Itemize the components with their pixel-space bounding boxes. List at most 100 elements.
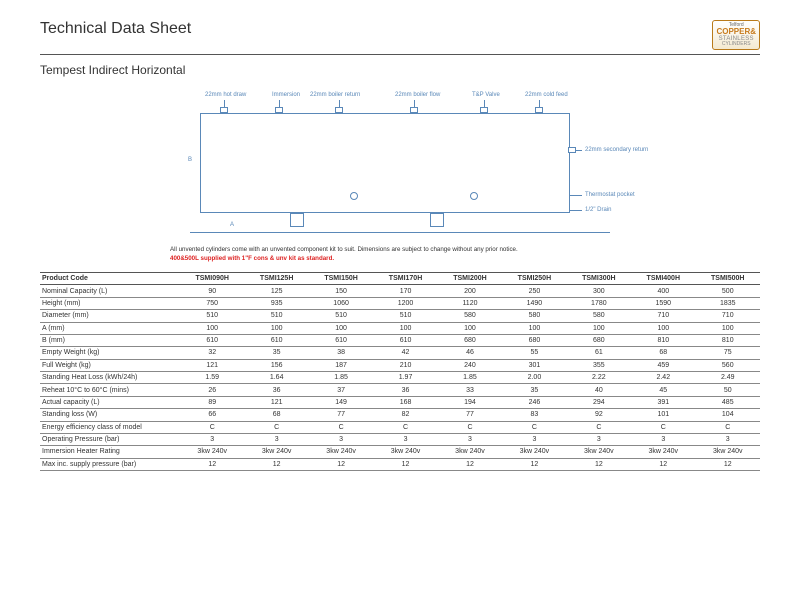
- table-cell: 610: [309, 334, 373, 346]
- table-cell: 100: [309, 322, 373, 334]
- port-label: Immersion: [272, 92, 300, 98]
- product-code-header: TSMI250H: [502, 273, 566, 285]
- table-cell: 100: [180, 322, 244, 334]
- row-label: Empty Weight (kg): [40, 347, 180, 359]
- table-cell: 89: [180, 396, 244, 408]
- table-cell: 580: [502, 310, 566, 322]
- table-cell: 40: [567, 384, 631, 396]
- table-cell: 3kw 240v: [373, 446, 437, 458]
- dimension-b: B: [188, 157, 192, 163]
- table-cell: 12: [244, 458, 308, 470]
- table-cell: 1.64: [244, 372, 308, 384]
- table-cell: 100: [373, 322, 437, 334]
- dimension-a: A: [230, 222, 234, 228]
- table-cell: 510: [309, 310, 373, 322]
- table-cell: 580: [567, 310, 631, 322]
- table-cell: 301: [502, 359, 566, 371]
- table-header-label: Product Code: [40, 273, 180, 285]
- table-cell: 100: [244, 322, 308, 334]
- row-label: Immersion Heater Rating: [40, 446, 180, 458]
- table-cell: 3kw 240v: [244, 446, 308, 458]
- port-label: 22mm cold feed: [525, 92, 568, 98]
- table-cell: 710: [631, 310, 695, 322]
- product-code-header: TSMI150H: [309, 273, 373, 285]
- table-cell: 1590: [631, 297, 695, 309]
- table-cell: 100: [696, 322, 761, 334]
- table-cell: 61: [567, 347, 631, 359]
- table-cell: 42: [373, 347, 437, 359]
- table-cell: 294: [567, 396, 631, 408]
- port-label: 22mm boiler return: [310, 92, 360, 98]
- thermostat-pocket-icon: [470, 192, 478, 200]
- table-cell: 1200: [373, 297, 437, 309]
- port: [410, 107, 418, 113]
- row-label: Full Weight (kg): [40, 359, 180, 371]
- table-cell: 750: [180, 297, 244, 309]
- page-subtitle: Tempest Indirect Horizontal: [40, 63, 760, 77]
- table-cell: 45: [631, 384, 695, 396]
- diagram-note: All unvented cylinders come with an unve…: [170, 246, 630, 253]
- table-row: Diameter (mm)510510510510580580580710710: [40, 310, 760, 322]
- table-cell: 101: [631, 409, 695, 421]
- port: [568, 147, 576, 153]
- table-cell: 38: [309, 347, 373, 359]
- table-cell: 560: [696, 359, 761, 371]
- table-row: Max inc. supply pressure (bar)1212121212…: [40, 458, 760, 470]
- table-cell: 400: [631, 285, 695, 297]
- product-code-header: TSMI170H: [373, 273, 437, 285]
- row-label: Standing Heat Loss (kWh/24h): [40, 372, 180, 384]
- table-cell: 3: [631, 433, 695, 445]
- table-cell: C: [373, 421, 437, 433]
- leader-line: [414, 100, 415, 107]
- table-cell: C: [309, 421, 373, 433]
- table-cell: 194: [438, 396, 502, 408]
- table-cell: 83: [502, 409, 566, 421]
- table-cell: 12: [502, 458, 566, 470]
- table-cell: 680: [502, 334, 566, 346]
- table-cell: 1.85: [309, 372, 373, 384]
- table-cell: 125: [244, 285, 308, 297]
- row-label: Reheat 10°C to 60°C (mins): [40, 384, 180, 396]
- table-cell: 1780: [567, 297, 631, 309]
- table-cell: 610: [244, 334, 308, 346]
- cylinder-foot: [430, 213, 444, 227]
- table-row: Energy efficiency class of modelCCCCCCCC…: [40, 421, 760, 433]
- table-row: Nominal Capacity (L)90125150170200250300…: [40, 285, 760, 297]
- table-cell: C: [180, 421, 244, 433]
- table-cell: 250: [502, 285, 566, 297]
- table-cell: 37: [309, 384, 373, 396]
- secondary-return-label: 22mm secondary return: [585, 147, 648, 153]
- table-cell: 149: [309, 396, 373, 408]
- table-cell: 1490: [502, 297, 566, 309]
- thermostat-pocket-icon: [350, 192, 358, 200]
- table-cell: 100: [567, 322, 631, 334]
- table-cell: 1.97: [373, 372, 437, 384]
- table-cell: 3kw 240v: [696, 446, 761, 458]
- port-label: T&P Valve: [472, 92, 500, 98]
- table-cell: 36: [373, 384, 437, 396]
- leader-line: [279, 100, 280, 107]
- thermostat-label: Thermostat pocket: [585, 192, 635, 198]
- table-cell: 36: [244, 384, 308, 396]
- table-cell: 610: [180, 334, 244, 346]
- leader-line: [539, 100, 540, 107]
- table-cell: 3kw 240v: [438, 446, 502, 458]
- table-cell: 1060: [309, 297, 373, 309]
- row-label: B (mm): [40, 334, 180, 346]
- table-cell: 2.49: [696, 372, 761, 384]
- row-label: Max inc. supply pressure (bar): [40, 458, 180, 470]
- table-row: Full Weight (kg)121156187210240301355459…: [40, 359, 760, 371]
- diagram-container: B A 22mm hot draw Immersion 22mm boiler re…: [170, 92, 630, 262]
- port-label: 22mm hot draw: [205, 92, 246, 98]
- table-cell: 33: [438, 384, 502, 396]
- table-cell: C: [631, 421, 695, 433]
- table-row: Immersion Heater Rating3kw 240v3kw 240v3…: [40, 446, 760, 458]
- table-cell: C: [502, 421, 566, 433]
- table-cell: 68: [244, 409, 308, 421]
- port-label: 22mm boiler flow: [395, 92, 440, 98]
- header: Technical Data Sheet Telford COPPER& STA…: [40, 20, 760, 55]
- table-cell: 610: [373, 334, 437, 346]
- product-code-header: TSMI500H: [696, 273, 761, 285]
- diagram-note-red: 400&500L supplied with 1"F cons & unv ki…: [170, 255, 630, 262]
- table-cell: 121: [180, 359, 244, 371]
